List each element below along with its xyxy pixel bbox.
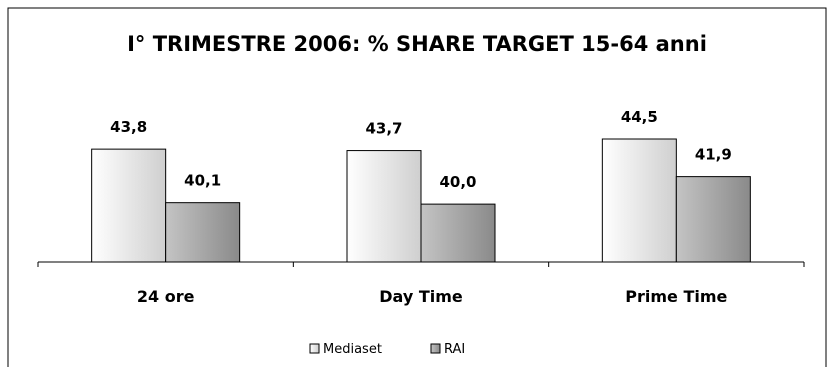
- bar-mediaset-3: [601, 138, 677, 263]
- value-label-mediaset-2: 43,7: [365, 120, 402, 138]
- value-label-mediaset-3: 44,5: [621, 108, 658, 126]
- legend-swatch-mediaset: [309, 343, 320, 354]
- value-label-mediaset-1: 43,8: [110, 118, 147, 136]
- value-label-rai-2: 40,0: [439, 173, 476, 191]
- legend-label-mediaset: Mediaset: [323, 342, 382, 357]
- bar-rai-2: [420, 203, 496, 263]
- bars-group: [91, 138, 751, 263]
- bar-mediaset-1: [91, 148, 167, 263]
- legend: Mediaset RAI: [309, 342, 465, 357]
- legend-label-rai: RAI: [444, 342, 465, 357]
- bar-mediaset-2: [346, 150, 422, 263]
- value-labels-group: 43,8 40,1 43,7 40,0 44,5 41,9: [110, 108, 732, 191]
- chart-border: [7, 7, 827, 367]
- legend-swatch-rai: [430, 343, 441, 354]
- category-label: Prime Time: [625, 287, 727, 306]
- category-label: 24 ore: [137, 287, 195, 306]
- category-label: Day Time: [379, 287, 463, 306]
- bar-rai-3: [675, 176, 751, 263]
- value-label-rai-3: 41,9: [695, 146, 732, 164]
- bar-rai-1: [165, 202, 241, 263]
- chart-title: I° TRIMESTRE 2006: % SHARE TARGET 15-64 …: [127, 32, 707, 56]
- x-axis-ticks: [37, 262, 805, 267]
- value-label-rai-1: 40,1: [184, 172, 221, 190]
- category-labels-group: 24 ore Day Time Prime Time: [137, 287, 728, 306]
